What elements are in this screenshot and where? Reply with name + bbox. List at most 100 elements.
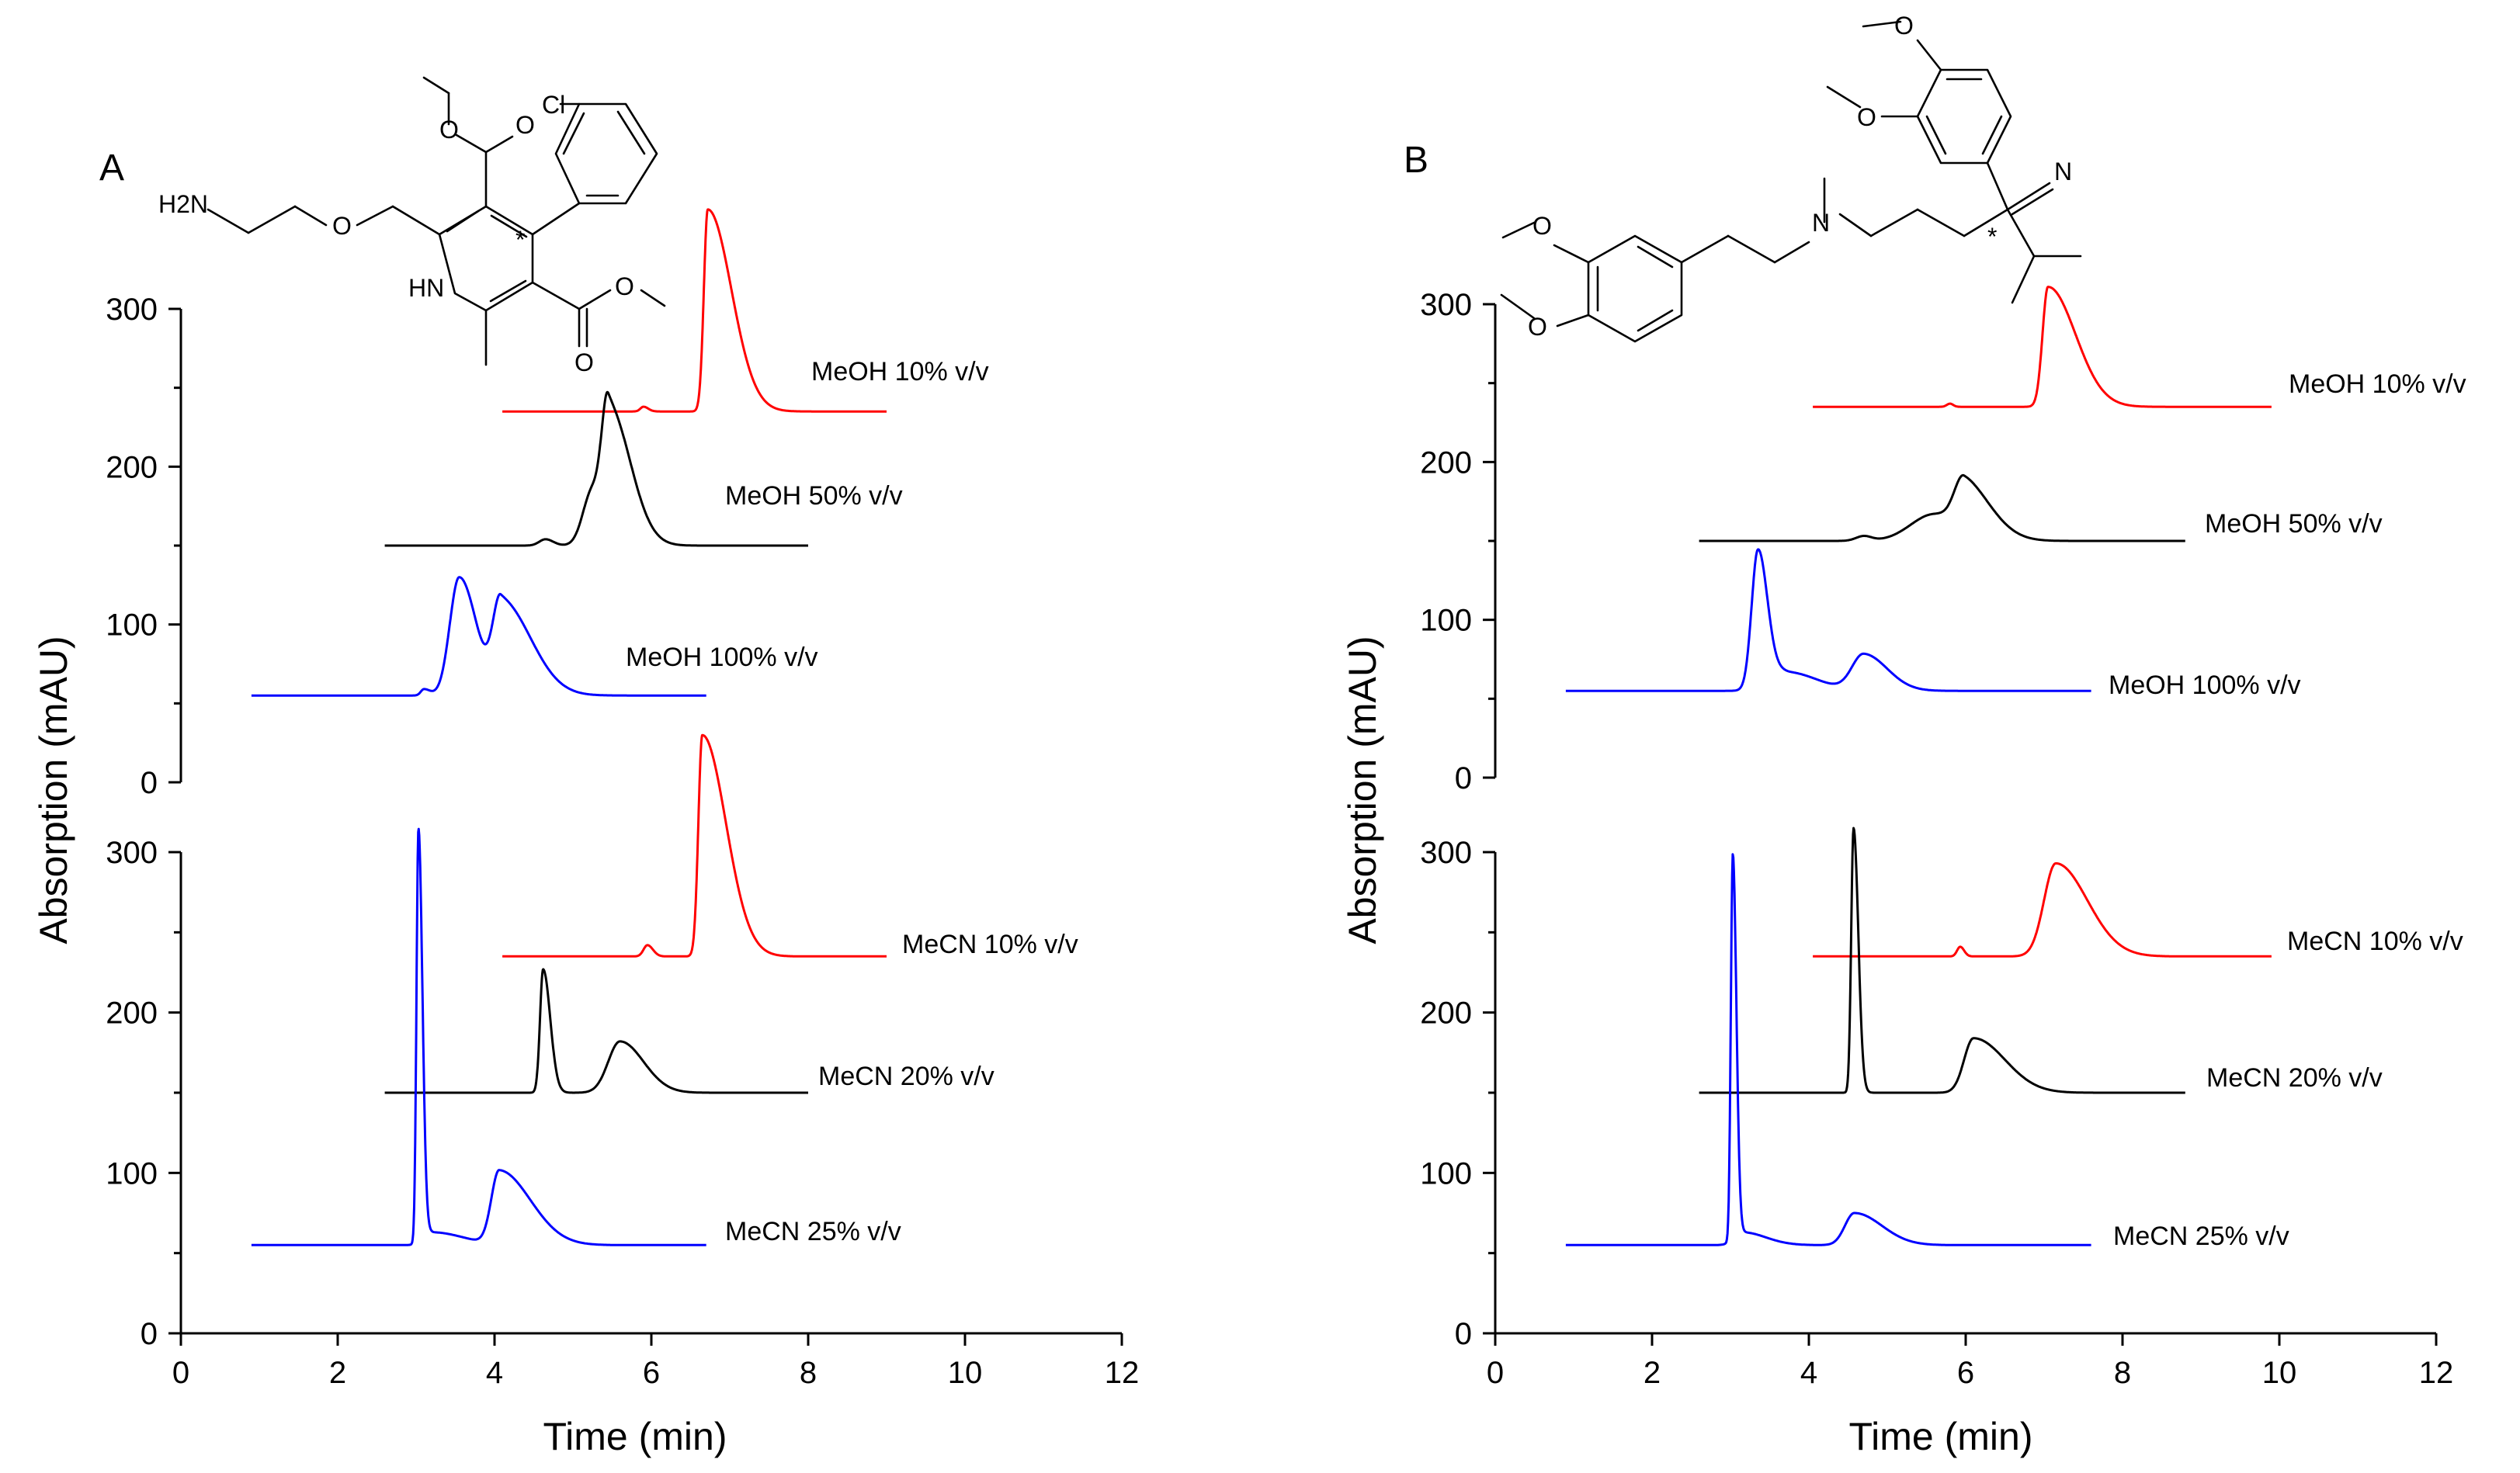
structure-a-bond xyxy=(531,202,581,236)
structure-a-bond xyxy=(422,76,450,95)
trace-a-meoh-2 xyxy=(384,390,809,547)
structure-a-bond xyxy=(356,205,394,227)
y-tick-label: 300 xyxy=(106,836,158,870)
structure-b-bond xyxy=(2006,182,2051,211)
trace-label-a-mecn25: MeCN 25% v/v xyxy=(725,1217,901,1246)
x-tick-label: 10 xyxy=(948,1356,983,1390)
y-tick-label: 200 xyxy=(106,450,158,484)
structure-b-label-o: O xyxy=(1894,12,1914,40)
panel-a: A Absorption (mAU) Time (min) 0 2 4 6 8 10 120… xyxy=(32,76,1139,1458)
structure-b-bond xyxy=(1869,208,1919,237)
y-tick-label: 0 xyxy=(1455,1317,1472,1351)
structure-b-stereo-star: * xyxy=(1987,223,1997,251)
y-tick-label: 0 xyxy=(141,1317,158,1351)
x-tick-label: 6 xyxy=(643,1356,660,1390)
structure-b-bond xyxy=(1727,234,1776,264)
structure-b-bond xyxy=(1637,245,1674,269)
structure-b-left-phenyl-ring xyxy=(1587,234,1683,343)
structure-b-label-n: N xyxy=(1812,209,1830,237)
y-tick-label: 300 xyxy=(1420,836,1472,870)
y-tick-label: 0 xyxy=(141,766,158,800)
trace-a-mecn-1 xyxy=(502,733,887,958)
x-tick-label: 2 xyxy=(329,1356,346,1390)
structure-b-bond xyxy=(2011,188,2054,216)
panel-b-x-axis-title: Time (min) xyxy=(1848,1415,2032,1458)
structure-a-label-o: O xyxy=(574,348,594,376)
trace-b-meoh-2 xyxy=(1698,473,2186,542)
trace-a-meoh-1 xyxy=(502,208,887,413)
y-tick-label: 200 xyxy=(1420,445,1472,480)
structure-b-bond xyxy=(2011,255,2036,304)
structure-a-bond xyxy=(484,135,514,154)
structure-a-label-o: O xyxy=(615,272,634,300)
x-tick-label: 2 xyxy=(1644,1356,1661,1390)
structure-a-label-hn: HN xyxy=(408,274,444,302)
structure-b-bond xyxy=(1501,220,1537,239)
structure-b-label-n-nitrile: N xyxy=(2054,158,2072,185)
y-tick-label: 100 xyxy=(1420,1156,1472,1191)
x-tick-label: 8 xyxy=(800,1356,817,1390)
structure-a-bond xyxy=(531,281,581,310)
structure-b-bond xyxy=(1916,208,1966,237)
panel-a-ticks: 0 2 4 6 8 10 12 0 100 200 300 0 100 200 300 xyxy=(106,293,1139,1390)
structure-a-label-o: O xyxy=(439,116,459,144)
trace-label-b-meoh50: MeOH 50% v/v xyxy=(2205,509,2383,539)
structure-b-label-o: O xyxy=(1532,212,1552,240)
structure-a-bond xyxy=(455,133,488,154)
trace-label-b-mecn20: MeCN 20% v/v xyxy=(2206,1063,2383,1093)
structure-b-bond xyxy=(1963,208,2009,237)
trace-b-mecn-3 xyxy=(1565,853,2092,1246)
structure-b-bond xyxy=(1981,115,2003,155)
structure-b-bond xyxy=(1637,309,1674,332)
panel-a-traces xyxy=(251,208,887,1246)
structure-b-bond xyxy=(1556,314,1590,328)
x-tick-label: 4 xyxy=(1800,1356,1817,1390)
x-tick-label: 6 xyxy=(1957,1356,1974,1390)
structure-a-label-o: O xyxy=(515,111,535,139)
structure-a-bond xyxy=(446,210,480,233)
structure-b-bond xyxy=(1986,161,2009,211)
structure-b-bond xyxy=(1773,241,1810,264)
x-tick-label: 0 xyxy=(1487,1356,1504,1390)
structure-b-bond xyxy=(1500,293,1536,320)
panel-b: B Absorption (mAU) Time (min) 0 2 4 6 8 10 120… xyxy=(1341,12,2466,1458)
structure-a-label-cl: Cl xyxy=(542,91,565,119)
y-tick-label: 300 xyxy=(106,293,158,327)
structure-a-stereo-star: * xyxy=(515,226,525,254)
structure-a-label-o: O xyxy=(332,212,352,240)
structure-b-label-o: O xyxy=(1528,313,1547,341)
trace-a-mecn-2 xyxy=(384,968,809,1094)
structure-b-top-phenyl-ring xyxy=(1916,68,2012,165)
trace-b-meoh-3 xyxy=(1565,548,2092,692)
structure-a-bond xyxy=(578,289,612,310)
structure-b-bond xyxy=(1862,20,1902,28)
y-tick-label: 100 xyxy=(1420,604,1472,638)
structure-a-bond xyxy=(489,279,527,303)
structure-a-bond xyxy=(562,112,585,155)
panel-b-chemical-structure: O O O O N N * xyxy=(1500,12,2082,343)
structure-a-bond xyxy=(640,289,666,307)
trace-a-meoh-3 xyxy=(251,576,707,697)
structure-b-bond xyxy=(1925,115,1947,155)
x-tick-label: 4 xyxy=(486,1356,503,1390)
structure-b-bond xyxy=(2006,208,2036,258)
structure-b-bond xyxy=(1916,39,1942,71)
y-tick-label: 300 xyxy=(1420,288,1472,322)
structure-b-bond xyxy=(1680,234,1730,264)
y-tick-label: 200 xyxy=(1420,996,1472,1031)
panel-a-y-axis-title: Absorption (mAU) xyxy=(32,636,75,944)
panel-b-traces xyxy=(1565,286,2272,1246)
trace-b-meoh-1 xyxy=(1812,286,2272,408)
trace-b-mecn-1 xyxy=(1812,862,2272,958)
structure-a-bond xyxy=(391,205,441,236)
panel-b-y-axis-title: Absorption (mAU) xyxy=(1341,636,1384,944)
y-tick-label: 100 xyxy=(106,1156,158,1191)
structure-b-bond xyxy=(1553,244,1590,264)
structure-a-bond xyxy=(293,205,328,227)
trace-label-a-mecn20: MeCN 20% v/v xyxy=(818,1062,994,1091)
trace-b-mecn-2 xyxy=(1698,827,2186,1094)
panel-b-letter: B xyxy=(1404,140,1428,181)
structure-a-dhp-ring xyxy=(438,205,534,312)
panel-a-chemical-structure: Cl O O O O O H2N HN * xyxy=(158,76,666,376)
